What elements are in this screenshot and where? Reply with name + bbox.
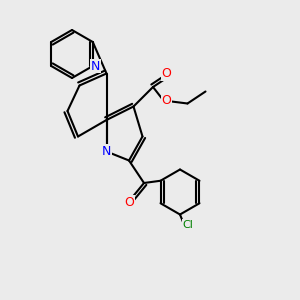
Text: Cl: Cl — [182, 220, 193, 230]
Text: N: N — [91, 59, 101, 73]
Text: O: O — [162, 94, 171, 107]
Text: O: O — [124, 196, 134, 209]
Text: N: N — [102, 145, 111, 158]
Text: O: O — [162, 67, 171, 80]
